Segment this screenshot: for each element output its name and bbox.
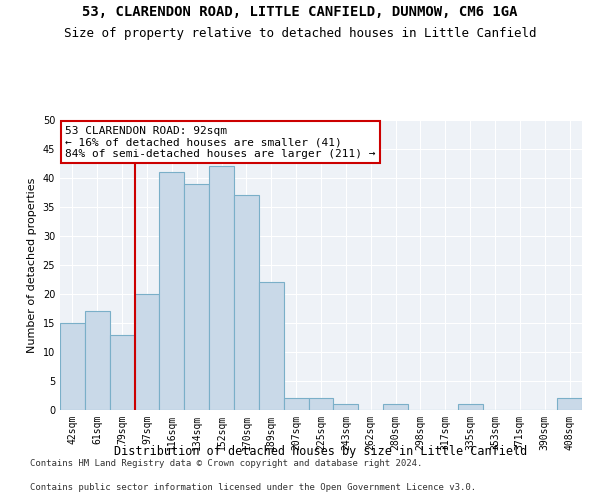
Bar <box>458 404 482 410</box>
Bar <box>134 294 160 410</box>
Bar <box>308 398 334 410</box>
Bar <box>110 334 134 410</box>
Y-axis label: Number of detached properties: Number of detached properties <box>27 178 37 352</box>
Bar <box>259 282 284 410</box>
Text: 53, CLARENDON ROAD, LITTLE CANFIELD, DUNMOW, CM6 1GA: 53, CLARENDON ROAD, LITTLE CANFIELD, DUN… <box>82 5 518 19</box>
Text: Contains HM Land Registry data © Crown copyright and database right 2024.: Contains HM Land Registry data © Crown c… <box>30 458 422 468</box>
Bar <box>184 184 209 410</box>
Text: Size of property relative to detached houses in Little Canfield: Size of property relative to detached ho… <box>64 28 536 40</box>
Bar <box>334 404 358 410</box>
Bar <box>383 404 408 410</box>
Text: Distribution of detached houses by size in Little Canfield: Distribution of detached houses by size … <box>115 445 527 458</box>
Bar <box>234 196 259 410</box>
Bar <box>209 166 234 410</box>
Bar <box>85 312 110 410</box>
Text: Contains public sector information licensed under the Open Government Licence v3: Contains public sector information licen… <box>30 484 476 492</box>
Bar <box>284 398 308 410</box>
Bar <box>60 323 85 410</box>
Bar <box>557 398 582 410</box>
Bar <box>160 172 184 410</box>
Text: 53 CLARENDON ROAD: 92sqm
← 16% of detached houses are smaller (41)
84% of semi-d: 53 CLARENDON ROAD: 92sqm ← 16% of detach… <box>65 126 376 159</box>
